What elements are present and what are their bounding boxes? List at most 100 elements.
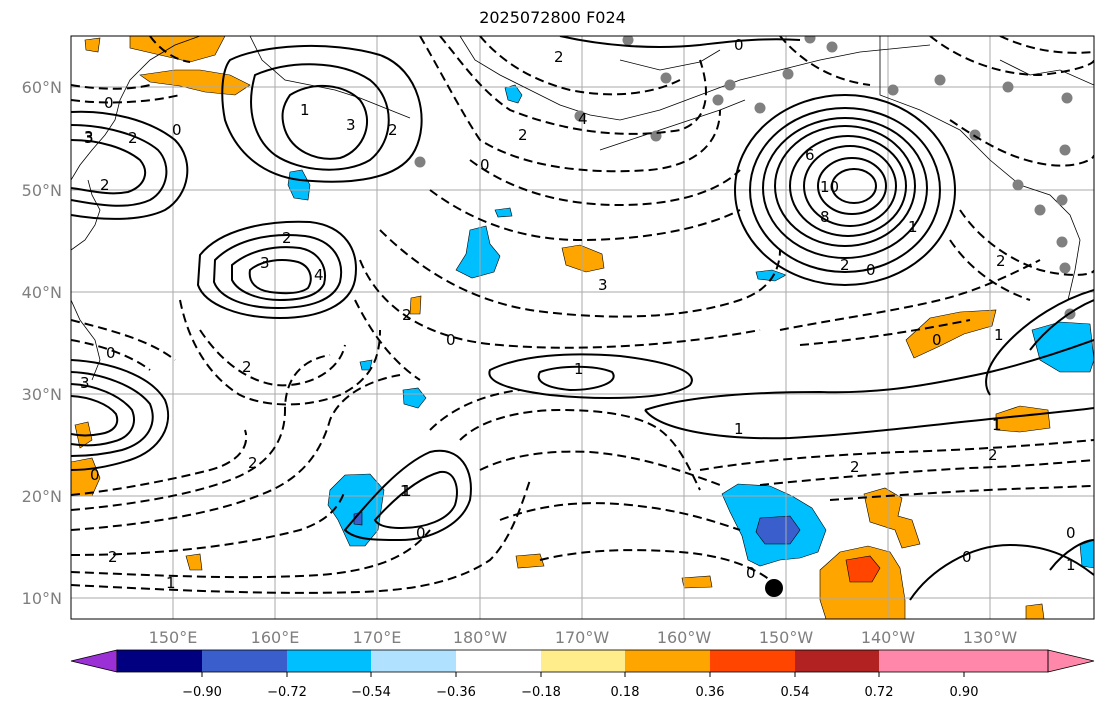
dashed-contours — [71, 36, 1094, 594]
contour-label: 0 — [746, 564, 756, 582]
gridlines — [71, 36, 1094, 619]
contour-label: 2 — [242, 358, 252, 376]
negative-anomaly-region — [327, 473, 385, 547]
map-frame — [70, 35, 1095, 620]
shaded-anomalies — [71, 36, 1094, 619]
contour-label: 2 — [108, 548, 118, 566]
colorbar-label: −0.54 — [351, 685, 391, 700]
colorbar-label: −0.18 — [521, 685, 561, 700]
contour-label: 1 — [166, 574, 176, 592]
contour-label: 2 — [100, 176, 110, 194]
contour-label: 2 — [402, 306, 412, 324]
contour-label: 0 — [962, 548, 972, 566]
contour-label: 1 — [994, 326, 1004, 344]
colorbar-segment — [456, 650, 541, 672]
negative-anomaly-region — [1031, 321, 1094, 373]
latitude-labels: 60°N 50°N 40°N 30°N 20°N 10°N — [22, 78, 62, 608]
lat-tick-label: 40°N — [22, 283, 62, 302]
colorbar-segment — [795, 650, 879, 672]
lon-tick-label: 160°W — [657, 628, 712, 647]
contour-label: 2 — [840, 256, 850, 274]
contour-label: 0 — [446, 331, 456, 349]
positive-anomaly-region — [185, 553, 203, 571]
contour-label: 1 — [992, 416, 1002, 434]
lon-tick-label: 130°W — [963, 628, 1018, 647]
colorbar-segment — [879, 650, 964, 672]
contour-label: 1 — [1066, 556, 1076, 574]
contour-label: 1 — [908, 218, 918, 236]
lon-tick-label: 170°E — [353, 628, 402, 647]
negative-anomaly-region — [287, 169, 311, 201]
contour-label: 8 — [820, 208, 830, 226]
negative-anomaly-region — [494, 207, 513, 218]
lon-tick-label: 140°W — [861, 628, 916, 647]
lat-tick-label: 10°N — [22, 589, 62, 608]
colorbar-segment — [371, 650, 456, 672]
colorbar: −0.90 −0.72 −0.54 −0.36 −0.18 0.18 0.36 … — [70, 649, 1095, 700]
contour-label: 2 — [988, 446, 998, 464]
contour-label: 0 — [866, 261, 876, 279]
strong-positive-anomaly — [845, 555, 881, 583]
contour-labels: 0 2 3 2 3 0 1 2 3 4 2 3 0 2 2 0 2 6 10 8… — [80, 36, 1076, 592]
colorbar-label: 0.36 — [696, 685, 725, 700]
positive-anomaly-region — [681, 575, 713, 589]
colorbar-ticks — [201, 672, 965, 677]
contour-label: 0 — [932, 331, 942, 349]
positive-anomaly-region — [561, 244, 605, 273]
contour-label: 2 — [996, 252, 1006, 270]
negative-anomaly-region — [1079, 539, 1094, 569]
lat-tick-label: 60°N — [22, 78, 62, 97]
longitude-labels: 150°E 160°E 170°E 180°W 170°W 160°W 150°… — [149, 628, 1018, 647]
contour-label: 0 — [1066, 524, 1076, 542]
positive-anomaly-region — [409, 295, 422, 315]
strong-negative-anomaly — [755, 515, 801, 545]
colorbar-label: 0.72 — [865, 685, 894, 700]
contour-label: 2 — [128, 129, 138, 147]
negative-anomaly-region — [402, 387, 427, 409]
contour-label: 3 — [346, 116, 356, 134]
colorbar-segment — [625, 650, 710, 672]
lon-tick-label: 160°E — [251, 628, 300, 647]
contour-label: 2 — [282, 229, 292, 247]
positive-anomaly-region — [995, 405, 1051, 433]
colorbar-segment — [117, 650, 202, 672]
contour-label: 3 — [80, 374, 90, 392]
positive-anomaly-region — [84, 37, 101, 53]
contour-label: 4 — [314, 266, 324, 284]
colorbar-segment — [710, 650, 795, 672]
contour-label: 0 — [172, 121, 182, 139]
lon-tick-label: 150°E — [149, 628, 198, 647]
lat-tick-label: 30°N — [22, 385, 62, 404]
contour-label: 2 — [248, 454, 258, 472]
positive-anomaly-region — [1025, 603, 1045, 619]
negative-anomaly-region — [455, 225, 501, 279]
lon-tick-label: 180°W — [453, 628, 508, 647]
positive-anomaly-region — [515, 553, 545, 569]
colorbar-label: −0.90 — [182, 685, 222, 700]
colorbar-extend-low — [70, 649, 118, 673]
lat-tick-label: 50°N — [22, 181, 62, 200]
negative-anomaly-region — [504, 84, 523, 104]
colorbar-segment — [541, 650, 625, 672]
lon-tick-label: 170°W — [555, 628, 610, 647]
lon-tick-label: 150°W — [759, 628, 814, 647]
contour-label: 1 — [400, 482, 410, 500]
contour-label: 0 — [106, 344, 116, 362]
contour-label: 4 — [578, 110, 588, 128]
colorbar-label: −0.72 — [267, 685, 307, 700]
positive-anomaly-region — [71, 457, 101, 497]
location-marker — [765, 579, 783, 597]
contour-label: 3 — [84, 129, 94, 147]
contour-label: 2 — [518, 126, 528, 144]
contour-label: 3 — [84, 128, 94, 146]
colorbar-label: 0.90 — [950, 685, 979, 700]
contour-label: 0 — [90, 466, 100, 484]
contour-label: 0 — [104, 94, 114, 112]
station-markers — [414, 36, 1076, 320]
negative-anomaly-region — [755, 269, 787, 282]
contour-label: 1 — [402, 482, 412, 500]
contour-label: 3 — [598, 276, 608, 294]
contour-label: 0 — [416, 524, 426, 542]
contour-label: 3 — [260, 254, 270, 272]
